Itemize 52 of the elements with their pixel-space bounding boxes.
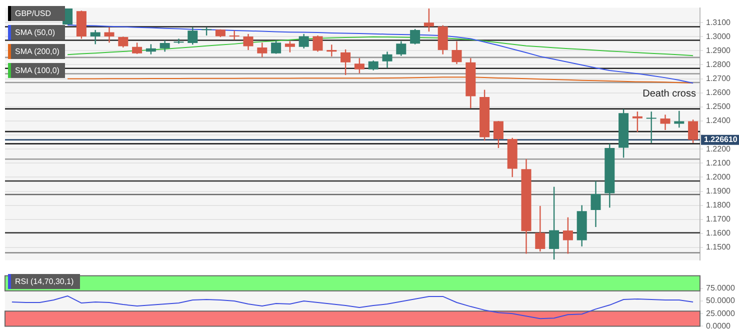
y-tick-label: 1.2000 [706, 172, 732, 182]
y-tick-label: 1.2800 [706, 60, 732, 69]
annotation: Death cross [642, 88, 696, 100]
candlestick [576, 204, 587, 248]
candlestick [368, 60, 378, 71]
candlestick [521, 158, 532, 254]
candlestick [660, 114, 670, 131]
candlestick [354, 58, 364, 74]
y-tick-label: 1.2900 [706, 46, 732, 55]
y-tick-label: 0.0000 [706, 321, 732, 330]
legend-label: RSI (14,70,30,1) [8, 274, 80, 289]
y-tick-label: 1.2500 [706, 102, 732, 112]
candlestick [76, 10, 86, 40]
candlestick [549, 186, 560, 260]
legend-label: SMA (50,0) [8, 25, 66, 40]
candlestick [646, 110, 656, 144]
candlestick [438, 24, 448, 55]
y-tick-label: 1.2600 [706, 88, 732, 98]
y-tick-label: 1.2100 [706, 158, 732, 168]
y-tick-label: 1.2400 [706, 116, 732, 126]
y-tick-label: 50.0000 [706, 296, 736, 306]
candlestick [382, 51, 392, 68]
y-tick-label: 1.1600 [706, 228, 732, 238]
y-tick-label: 25.0000 [706, 308, 736, 318]
candlestick [271, 40, 282, 54]
series-label: GBP/USD [8, 6, 66, 21]
legend-label: SMA (200,0) [8, 44, 66, 59]
candlestick [132, 42, 142, 55]
candlestick [160, 40, 170, 52]
y-tick-label: 1.2200 [706, 144, 732, 154]
candlestick [480, 89, 490, 142]
y-tick-label: 1.1500 [706, 242, 732, 252]
candlestick [632, 110, 642, 133]
candlestick [688, 118, 698, 144]
y-tick-label: 1.1900 [706, 186, 732, 196]
candlestick [618, 108, 629, 158]
candlestick [229, 30, 240, 40]
candlestick [174, 38, 184, 44]
y-tick-label: 75.0000 [706, 284, 736, 293]
candlestick [424, 8, 434, 32]
candlestick [312, 34, 323, 52]
candlestick [590, 180, 601, 228]
candlestick [298, 33, 309, 50]
candlestick [340, 48, 351, 76]
ref-line-label: 1.226610 [704, 135, 738, 144]
y-tick-label: 1.1800 [706, 200, 732, 210]
y-tick-label: 1.2700 [706, 74, 732, 84]
candlestick [284, 40, 295, 53]
y-tick-label: 1.3000 [706, 32, 732, 41]
legend-label: SMA (100,0) [8, 63, 66, 78]
y-tick-label: 1.1700 [706, 214, 732, 224]
y-tick-label: 1.3100 [706, 18, 732, 27]
